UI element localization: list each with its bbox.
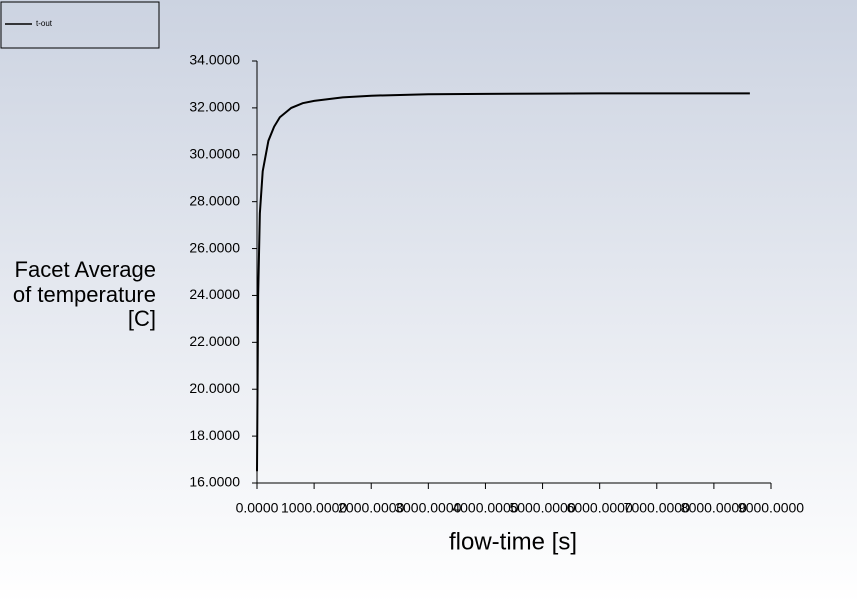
y-tick-label: 16.0000 <box>189 474 240 490</box>
y-tick-label: 28.0000 <box>189 192 240 208</box>
y-tick-label: 30.0000 <box>189 145 240 161</box>
y-tick-label: 34.0000 <box>189 52 240 68</box>
y-axis-title: Facet Average of temperature [C] <box>12 257 156 331</box>
x-tick-label: 0.0000 <box>236 500 279 516</box>
x-axis-title: flow-time [s] <box>449 528 577 555</box>
x-tick-label: 5000.0000 <box>509 500 575 516</box>
y-tick-label: 26.0000 <box>189 239 240 255</box>
legend-box <box>0 1 160 49</box>
x-tick-label: 3000.0000 <box>395 500 461 516</box>
x-tick-label: 8000.0000 <box>681 500 747 516</box>
x-tick-label: 9000.0000 <box>738 500 804 516</box>
x-tick-label: 1000.0000 <box>281 500 347 516</box>
x-tick-label: 6000.0000 <box>567 500 633 516</box>
x-tick-label: 7000.0000 <box>624 500 690 516</box>
y-tick-label: 20.0000 <box>189 380 240 396</box>
y-tick-label: 18.0000 <box>189 427 240 443</box>
data-line <box>256 92 750 472</box>
legend-label: t-out <box>36 19 53 28</box>
y-tick-label: 24.0000 <box>189 286 240 302</box>
x-tick-label: 4000.0000 <box>452 500 518 516</box>
x-tick-label: 2000.0000 <box>338 500 404 516</box>
y-tick-label: 32.0000 <box>189 99 240 115</box>
y-tick-label: 22.0000 <box>189 333 240 349</box>
